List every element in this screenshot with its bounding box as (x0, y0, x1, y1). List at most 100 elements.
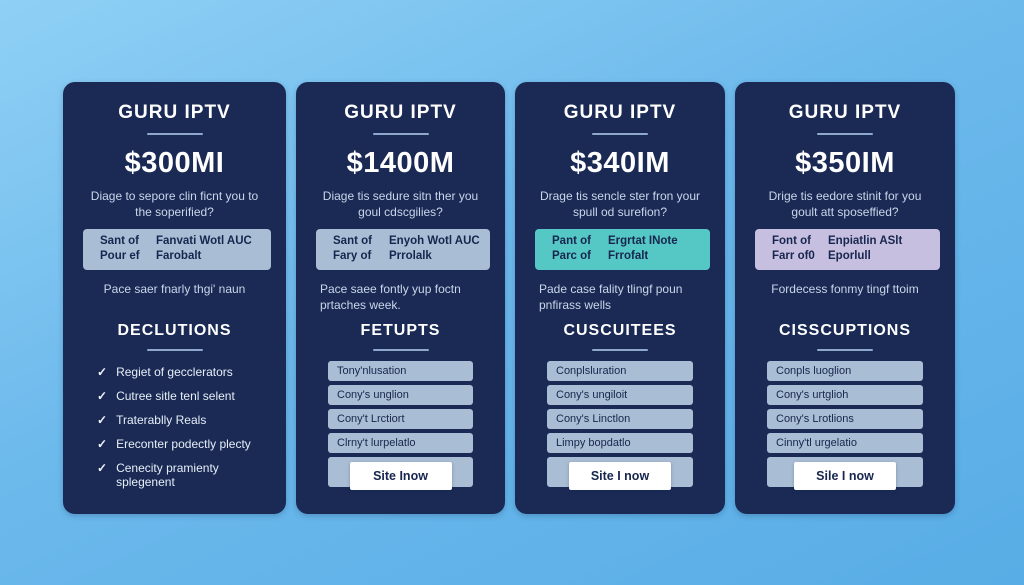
pricing-card-3: GURU IPTV $340IM Drage tis sencle ster f… (515, 82, 725, 514)
plan-info-box: Sant of Enyoh Wotl AUC Fary of Prrolalk (316, 229, 490, 270)
feature-text: Regiet of gecclerators (116, 365, 233, 379)
card-note: Fordecess fonmy tingf ttoim (771, 282, 919, 296)
section-divider (146, 349, 203, 351)
card-bottom-section: DECLUTIONS ✓ Regiet of gecclerators ✓ Cutr… (63, 322, 286, 499)
info-value: Eporlull (828, 250, 871, 262)
card-bottom-section: FETUPTS Tony'nlusation Cony's unglion Co… (296, 322, 505, 490)
info-label: Font of (772, 235, 811, 247)
info-value: Prrolalk (389, 250, 432, 262)
card-subtitle: Diage to sepore clin ficnt you to the so… (90, 189, 259, 219)
feature-text: Cenecity pramienty splegenent (116, 461, 219, 489)
brand-divider (146, 133, 203, 135)
feature-list: Conplsluration Cony's ungiloit Cony's Li… (515, 361, 725, 490)
card-note: Pace saer fnarly thgi' naun (103, 282, 246, 296)
brand-divider (372, 133, 429, 135)
check-icon: ✓ (97, 437, 108, 451)
card-price: $350IM (795, 147, 895, 179)
feature-text: Traterablly Reals (116, 413, 207, 427)
pricing-card-2: GURU IPTV $1400M Diage tis sedure sitn t… (296, 82, 505, 514)
info-label: Sant of (100, 235, 139, 247)
subscribe-button[interactable]: Site I now (569, 462, 671, 490)
plan-info-box: Sant of Fanvati Wotl AUC Pour ef Farobal… (83, 229, 271, 270)
feature-row: Conpls luoglion (767, 361, 923, 381)
feature-row: Cinny'tl urgelatio (767, 433, 923, 453)
card-brand: GURU IPTV (118, 102, 231, 123)
section-divider (592, 349, 648, 351)
feature-text: Cutree sitle tenl selent (116, 389, 235, 403)
feature-item: ✓ Traterablly Reals (97, 413, 274, 427)
info-row: Fary of Prrolalk (333, 249, 482, 264)
info-value: Ergrtat INote (608, 235, 678, 247)
pricing-card-4: GURU IPTV $350IM Drige tis eedore stinit… (735, 82, 955, 514)
section-title: CISSCUPTIONS (778, 322, 911, 339)
feature-row: Cony's urtglioh (767, 385, 923, 405)
info-row: Sant of Enyoh Wotl AUC (333, 234, 482, 249)
pricing-card-1: GURU IPTV $300MI Diage to sepore clin fi… (63, 82, 286, 514)
card-subtitle: Drage tis sencle ster fron your spull od… (539, 189, 701, 219)
feature-row: Cony's ungiloit (547, 385, 693, 405)
info-label: Pant of (552, 235, 591, 247)
card-brand: GURU IPTV (344, 102, 457, 123)
check-icon: ✓ (97, 389, 108, 403)
plan-info-box: Font of Enpiatlin ASlt Farr of0 Eporlull (755, 229, 940, 270)
button-row: Sile I now (767, 457, 923, 490)
info-value: Fanvati Wotl AUC (156, 235, 252, 247)
feature-list: Tony'nlusation Cony's unglion Cony't Lrc… (296, 361, 505, 490)
info-label: Pour ef (100, 250, 140, 262)
card-price: $1400M (346, 147, 455, 179)
feature-row: Cony's Lrotlions (767, 409, 923, 429)
info-value: Enyoh Wotl AUC (389, 235, 480, 247)
check-icon: ✓ (97, 413, 108, 427)
section-divider (372, 349, 429, 351)
info-row: Farr of0 Eporlull (772, 249, 932, 264)
card-price: $300MI (124, 147, 225, 179)
card-bottom-section: CISSCUPTIONS Conpls luoglion Cony's urtg… (735, 322, 955, 490)
feature-row: Cony't Lrctiort (328, 409, 473, 429)
info-value: Enpiatlin ASlt (828, 235, 903, 247)
info-row: Pant of Ergrtat INote (552, 234, 702, 249)
feature-row: Conplsluration (547, 361, 693, 381)
feature-row: Clrny't lurpelatlo (328, 433, 473, 453)
info-row: Font of Enpiatlin ASlt (772, 234, 932, 249)
info-label: Farr of0 (772, 250, 815, 262)
info-value: Frrofalt (608, 250, 649, 262)
card-subtitle: Diage tis sedure sitn ther you goul cdsc… (322, 189, 479, 219)
feature-item: ✓ Regiet of gecclerators (97, 365, 274, 379)
card-note: Pade case fality tlingf poun pnfirass we… (539, 282, 683, 313)
button-row: Site I now (547, 457, 693, 490)
feature-row: Cony's unglion (328, 385, 473, 405)
feature-item: ✓ Cenecity pramienty splegenent (97, 461, 274, 489)
feature-row: Cony's Linctlon (547, 409, 693, 429)
subscribe-button[interactable]: Site Inow (349, 462, 452, 490)
info-row: Sant of Fanvati Wotl AUC (100, 234, 263, 249)
info-value: Farobalt (156, 250, 202, 262)
info-row: Pour ef Farobalt (100, 249, 263, 264)
info-label: Parc of (552, 250, 591, 262)
info-row: Parc of Frrofalt (552, 249, 702, 264)
feature-row: Tony'nlusation (328, 361, 473, 381)
check-icon: ✓ (97, 365, 108, 379)
feature-item: ✓ Cutree sitle tenl selent (97, 389, 274, 403)
feature-checklist: ✓ Regiet of gecclerators ✓ Cutree sitle te… (63, 365, 286, 489)
section-title: FETUPTS (360, 322, 441, 339)
feature-list: Conpls luoglion Cony's urtglioh Cony's L… (735, 361, 955, 490)
card-bottom-section: CUSCUITEES Conplsluration Cony's ungiloi… (515, 322, 725, 490)
brand-divider (817, 133, 873, 135)
subscribe-button[interactable]: Sile I now (794, 462, 896, 490)
feature-item: ✓ Ereconter podectly plecty (97, 437, 274, 451)
section-title: DECLUTIONS (117, 322, 232, 339)
check-icon: ✓ (97, 461, 108, 475)
button-row: Site Inow (328, 457, 473, 490)
card-subtitle: Drige tis eedore stinit for you goult at… (768, 189, 922, 219)
feature-text: Ereconter podectly plecty (116, 437, 251, 451)
card-price: $340IM (570, 147, 670, 179)
info-label: Sant of (333, 235, 372, 247)
info-label: Fary of (333, 250, 372, 262)
section-title: CUSCUITEES (563, 322, 677, 339)
section-divider (817, 349, 873, 351)
card-note: Pace saee fontly yup foctn prtaches week… (320, 282, 461, 313)
card-brand: GURU IPTV (788, 102, 902, 123)
plan-info-box: Pant of Ergrtat INote Parc of Frrofalt (535, 229, 710, 270)
pricing-cards-row: GURU IPTV $300MI Diage to sepore clin fi… (63, 82, 955, 514)
